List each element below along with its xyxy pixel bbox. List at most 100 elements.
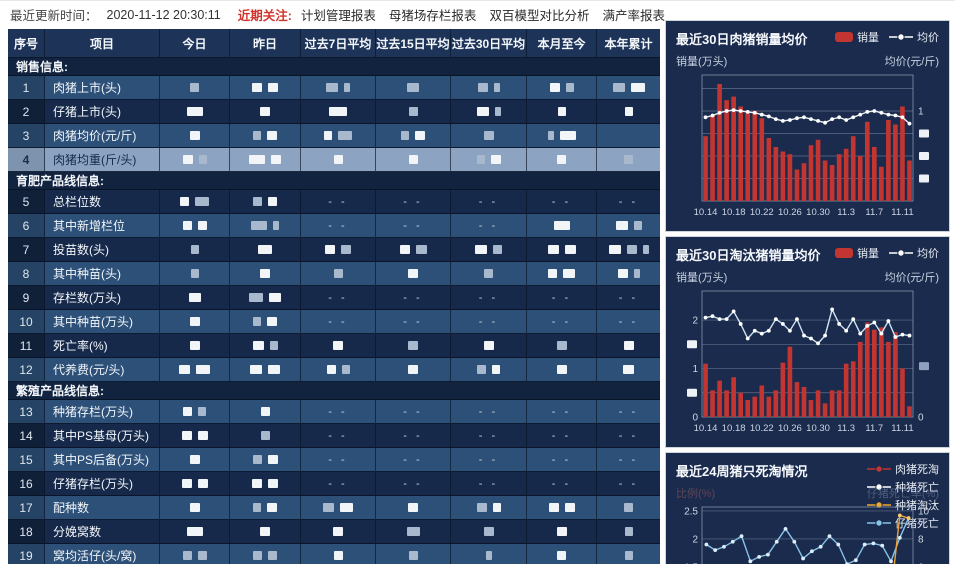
svg-text:10.22: 10.22 — [750, 423, 774, 434]
value-cell — [230, 238, 301, 262]
legend-item-均价[interactable]: 均价 — [889, 29, 939, 45]
value-cell — [230, 544, 301, 564]
masked-value-block — [252, 83, 262, 92]
masked-value-block — [491, 155, 501, 164]
section-row: 销售信息: — [8, 58, 660, 76]
value-cell — [230, 310, 301, 334]
topbar-link-4[interactable]: 满产率报表 — [602, 5, 665, 24]
masked-value-block — [191, 269, 199, 278]
svg-text:1: 1 — [692, 364, 698, 375]
no-data-dashes: - - — [552, 292, 571, 304]
value-cell — [301, 496, 376, 520]
row-label: 仔猪上市(头) — [45, 100, 160, 124]
no-data-dashes: - - — [552, 454, 571, 466]
value-cell — [376, 76, 451, 100]
no-data-dashes: - - — [479, 430, 498, 442]
no-data-dashes: - - — [479, 454, 498, 466]
value-cell: - - — [301, 472, 376, 496]
legend-item-均价[interactable]: 均价 — [889, 245, 939, 261]
no-data-dashes: - - — [328, 454, 347, 466]
masked-value-block — [253, 503, 261, 512]
update-time-value: 2020-11-12 20:30:11 — [107, 8, 221, 22]
svg-text:10: 10 — [918, 506, 930, 517]
masked-value-block — [616, 221, 628, 230]
masked-value-block — [557, 527, 567, 536]
svg-text:11.7: 11.7 — [865, 207, 883, 218]
masked-value-block — [190, 131, 200, 140]
value-cell — [451, 520, 527, 544]
legend-label: 肉猪死淘 — [895, 461, 939, 477]
value-cell — [230, 334, 301, 358]
row-label: 其中新增栏位 — [45, 214, 160, 238]
value-cell — [527, 124, 597, 148]
chart-title: 最近24周猪只死淘情况 — [676, 461, 807, 480]
row-label: 分娩窝数 — [45, 520, 160, 544]
masked-value-block — [267, 503, 277, 512]
svg-text:10.14: 10.14 — [694, 207, 718, 218]
value-cell — [230, 124, 301, 148]
masked-value-block — [260, 107, 270, 116]
value-cell — [527, 76, 597, 100]
focus-label: 近期关注: — [238, 5, 292, 24]
masked-value-block — [408, 503, 418, 512]
value-cell: - - — [376, 472, 451, 496]
value-cell — [301, 148, 376, 172]
masked-value-block — [191, 245, 199, 254]
masked-value-block — [416, 245, 427, 254]
topbar-link-2[interactable]: 母猪场存栏报表 — [389, 5, 477, 24]
value-cell — [160, 400, 230, 424]
masked-value-block — [260, 527, 270, 536]
masked-value-block — [198, 221, 207, 230]
masked-value-block — [333, 341, 343, 350]
value-cell — [160, 214, 230, 238]
section-row: 繁殖产品线信息: — [8, 382, 660, 400]
masked-value-block — [477, 503, 487, 512]
value-cell — [160, 238, 230, 262]
legend-label: 销量 — [857, 29, 879, 45]
masked-value-block — [341, 245, 351, 254]
value-cell — [451, 544, 527, 564]
masked-value-block — [625, 107, 633, 116]
masked-value-block — [253, 551, 262, 560]
value-cell — [597, 124, 660, 148]
row-number: 17 — [8, 496, 45, 520]
masked-value-block — [549, 503, 559, 512]
legend-item-肉猪死淘[interactable]: 肉猪死淘 — [867, 461, 939, 477]
no-data-dashes: - - — [328, 316, 347, 328]
row-number: 16 — [8, 472, 45, 496]
legend-item-销量[interactable]: 销量 — [835, 245, 879, 261]
no-data-dashes: - - — [479, 406, 498, 418]
value-cell: - - — [451, 214, 527, 238]
legend-item-销量[interactable]: 销量 — [835, 29, 879, 45]
masked-value-block — [267, 131, 277, 140]
topbar-link-1[interactable]: 计划管理报表 — [301, 5, 376, 24]
row-label: 总栏位数 — [45, 190, 160, 214]
no-data-dashes: - - — [328, 220, 347, 232]
value-cell — [230, 424, 301, 448]
y-axis-label-right: 均价(元/斤) — [885, 53, 939, 69]
topbar-link-3[interactable]: 双百模型对比分析 — [489, 5, 589, 24]
value-cell — [597, 238, 660, 262]
masked-value-block — [268, 365, 280, 374]
